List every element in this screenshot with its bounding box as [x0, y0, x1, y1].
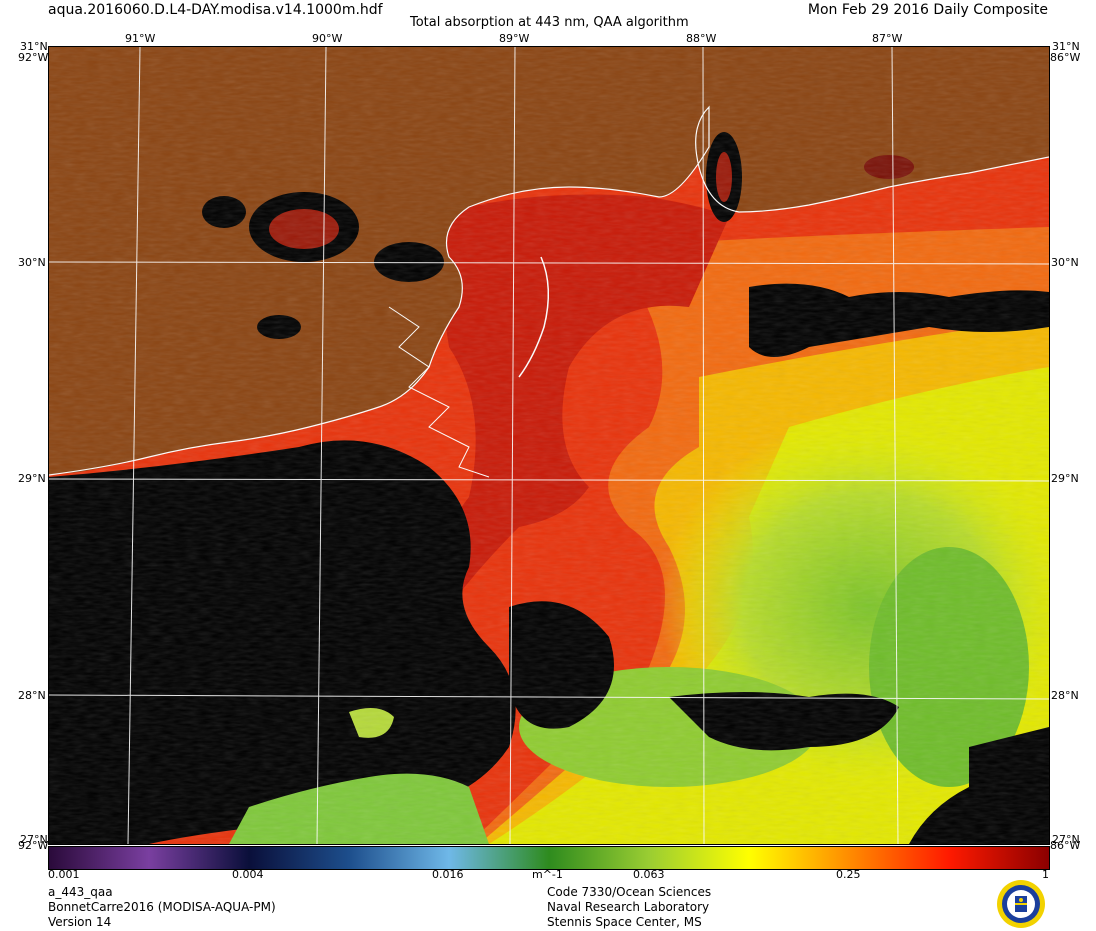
org-line-3: Stennis Space Center, MS: [547, 915, 702, 929]
colorbar: [48, 846, 1050, 870]
org-line-1: Code 7330/Ocean Sciences: [547, 885, 712, 899]
lon-label: 90°W: [312, 32, 343, 45]
lat-label: 28°N: [1051, 689, 1079, 702]
corner-lon-top-left: 92°W: [18, 51, 49, 64]
lat-label: 30°N: [1051, 256, 1079, 269]
corner-lat-bottom-right: 27°N: [1052, 833, 1080, 846]
colorbar-tick: 0.004: [232, 868, 264, 881]
corner-lat-bottom-left: 27°N: [20, 833, 48, 846]
corner-lat-top-left: 31°N: [20, 40, 48, 53]
lat-label: 29°N: [18, 472, 46, 485]
lon-label: 89°W: [499, 32, 530, 45]
lat-label: 30°N: [18, 256, 46, 269]
lon-label: 88°W: [686, 32, 717, 45]
nrl-seal-icon: [997, 880, 1045, 928]
colorbar-unit: m^-1: [532, 868, 563, 881]
filename-label: aqua.2016060.D.L4-DAY.modisa.v14.1000m.h…: [48, 2, 383, 18]
corner-lon-top-right: 86°W: [1050, 51, 1081, 64]
data-texture: [49, 47, 1049, 844]
corner-lon-bottom-left: 92°W: [18, 839, 49, 852]
corner-lat-top-right: 31°N: [1052, 40, 1080, 53]
colorbar-tick: 0.25: [836, 868, 861, 881]
lon-label: 91°W: [125, 32, 156, 45]
colorbar-tick: 0.016: [432, 868, 464, 881]
lon-label: 87°W: [872, 32, 903, 45]
map-title: Total absorption at 443 nm, QAA algorith…: [410, 15, 689, 30]
colorbar-tick: 1: [1042, 868, 1049, 881]
lat-label: 29°N: [1051, 472, 1079, 485]
corner-lon-bottom-right: 86°W: [1050, 839, 1081, 852]
version-label: Version 14: [48, 915, 112, 929]
product-name: a_443_qaa: [48, 885, 113, 899]
date-label: Mon Feb 29 2016 Daily Composite: [807, 2, 1048, 18]
dataset-name: BonnetCarre2016 (MODISA-AQUA-PM): [48, 900, 276, 914]
colorbar-tick: 0.001: [48, 868, 80, 881]
org-line-2: Naval Research Laboratory: [547, 900, 710, 914]
lat-label: 28°N: [18, 689, 46, 702]
colorbar-tick: 0.063: [633, 868, 665, 881]
absorption-map[interactable]: [48, 46, 1050, 845]
